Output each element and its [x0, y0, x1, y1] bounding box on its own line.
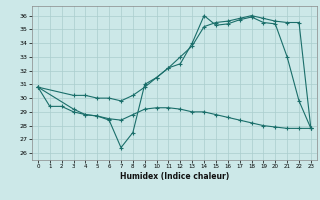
X-axis label: Humidex (Indice chaleur): Humidex (Indice chaleur) — [120, 172, 229, 181]
